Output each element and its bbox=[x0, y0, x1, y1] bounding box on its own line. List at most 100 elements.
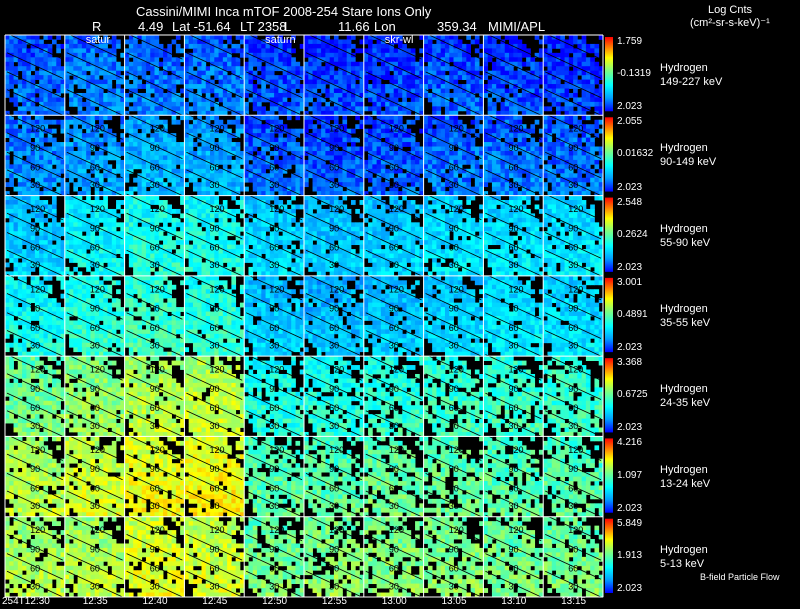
contour-line bbox=[425, 113, 482, 140]
contour-label: 30 bbox=[150, 421, 160, 431]
contour-line bbox=[246, 453, 303, 481]
heatmap-panel bbox=[483, 35, 544, 116]
colorbar-tick-label: 2.548 bbox=[617, 197, 642, 208]
contour-line bbox=[186, 490, 243, 518]
contour-label: 90 bbox=[150, 384, 160, 394]
contour-label: 30 bbox=[90, 260, 100, 270]
contour-label: 120 bbox=[389, 284, 404, 294]
contour-label: 120 bbox=[90, 204, 105, 214]
contour-label: 120 bbox=[449, 445, 464, 455]
contour-line bbox=[66, 453, 123, 481]
time-tick-label: 12:50 bbox=[262, 597, 287, 607]
contour-line bbox=[246, 373, 303, 400]
contour-line bbox=[425, 193, 482, 221]
longitude-label: Lon bbox=[374, 20, 396, 33]
contour-label: 120 bbox=[30, 284, 45, 294]
contour-label: 120 bbox=[329, 445, 344, 455]
contour-label: 120 bbox=[30, 365, 45, 375]
colorbar-tick-label: 1.913 bbox=[617, 550, 642, 561]
contour-line bbox=[305, 534, 362, 561]
contour-label: 30 bbox=[568, 421, 578, 431]
contour-line bbox=[305, 392, 362, 420]
contour-line bbox=[6, 312, 63, 339]
species-label: Hydrogen bbox=[660, 222, 710, 236]
contour-label: 120 bbox=[150, 284, 165, 294]
contour-line bbox=[6, 273, 63, 301]
contour-line bbox=[246, 570, 303, 598]
contour-label: 60 bbox=[509, 162, 519, 172]
contour-label: 90 bbox=[329, 384, 339, 394]
contour-line bbox=[186, 553, 243, 580]
contour-line bbox=[66, 330, 123, 357]
contour-label: 90 bbox=[389, 384, 399, 394]
contour-line bbox=[305, 514, 362, 542]
contour-label: 30 bbox=[329, 180, 339, 190]
contour-label: 90 bbox=[329, 223, 339, 233]
contour-line bbox=[246, 169, 303, 196]
contour-line bbox=[425, 312, 482, 339]
contour-line bbox=[365, 249, 422, 277]
contour-line bbox=[305, 410, 362, 437]
contour-label: 120 bbox=[150, 124, 165, 134]
contour-line bbox=[305, 330, 362, 357]
heatmap-panel bbox=[64, 275, 125, 357]
contour-label: 120 bbox=[269, 124, 284, 134]
contour-line bbox=[365, 193, 422, 221]
contour-label: 30 bbox=[449, 421, 459, 431]
contour-label: 30 bbox=[210, 260, 220, 270]
contour-label: 30 bbox=[30, 501, 40, 511]
contour-line bbox=[6, 490, 63, 518]
heatmap-panel bbox=[5, 436, 66, 518]
contour-label: 60 bbox=[269, 162, 279, 172]
contour-label: 30 bbox=[389, 421, 399, 431]
contour-label: 120 bbox=[269, 525, 284, 535]
colorbar bbox=[605, 197, 613, 272]
contour-label: 120 bbox=[150, 204, 165, 214]
contour-line bbox=[425, 132, 482, 159]
time-tick-label: 12:35 bbox=[83, 597, 108, 607]
contour-label: 60 bbox=[150, 162, 160, 172]
contour-label: 60 bbox=[210, 323, 220, 333]
contour-label: 90 bbox=[449, 223, 459, 233]
contour-line bbox=[365, 89, 422, 116]
contour-label: 120 bbox=[329, 525, 344, 535]
panel-annotation: saturn bbox=[265, 34, 296, 46]
heatmap-panel bbox=[543, 356, 604, 437]
contour-line bbox=[246, 249, 303, 277]
contour-label: 30 bbox=[568, 581, 578, 591]
heatmap-panel bbox=[423, 275, 484, 357]
contour-label: 30 bbox=[509, 421, 519, 431]
heatmap-panel bbox=[423, 516, 484, 598]
contour-line bbox=[186, 151, 243, 179]
contour-label: 60 bbox=[90, 323, 100, 333]
contour-label: 120 bbox=[150, 525, 165, 535]
radius-label: R bbox=[92, 20, 101, 33]
heatmap-panel bbox=[543, 35, 604, 116]
time-tick-label: 12:45 bbox=[202, 597, 227, 607]
contour-line bbox=[66, 249, 123, 277]
contour-label: 60 bbox=[329, 162, 339, 172]
contour-line bbox=[66, 193, 123, 221]
contour-line bbox=[66, 293, 123, 320]
contour-line bbox=[66, 71, 123, 98]
contour-line bbox=[365, 570, 422, 598]
contour-label: 120 bbox=[509, 204, 524, 214]
contour-line bbox=[6, 193, 63, 221]
contour-line bbox=[186, 212, 243, 240]
contour-line bbox=[246, 434, 303, 461]
heatmap-panel bbox=[543, 436, 604, 518]
contour-line bbox=[186, 373, 243, 400]
contour-label: 120 bbox=[210, 525, 225, 535]
contour-label: 30 bbox=[449, 501, 459, 511]
contour-line bbox=[186, 570, 243, 598]
contour-line bbox=[305, 232, 362, 259]
contour-line bbox=[365, 232, 422, 259]
contour-line bbox=[66, 52, 123, 79]
contour-label: 60 bbox=[150, 243, 160, 253]
energy-label: 35-55 keV bbox=[660, 316, 710, 330]
heatmap-panel bbox=[124, 115, 185, 196]
colorbar bbox=[605, 117, 613, 192]
contour-label: 60 bbox=[449, 323, 459, 333]
contour-line bbox=[246, 392, 303, 420]
heatmap-panel bbox=[5, 35, 66, 116]
